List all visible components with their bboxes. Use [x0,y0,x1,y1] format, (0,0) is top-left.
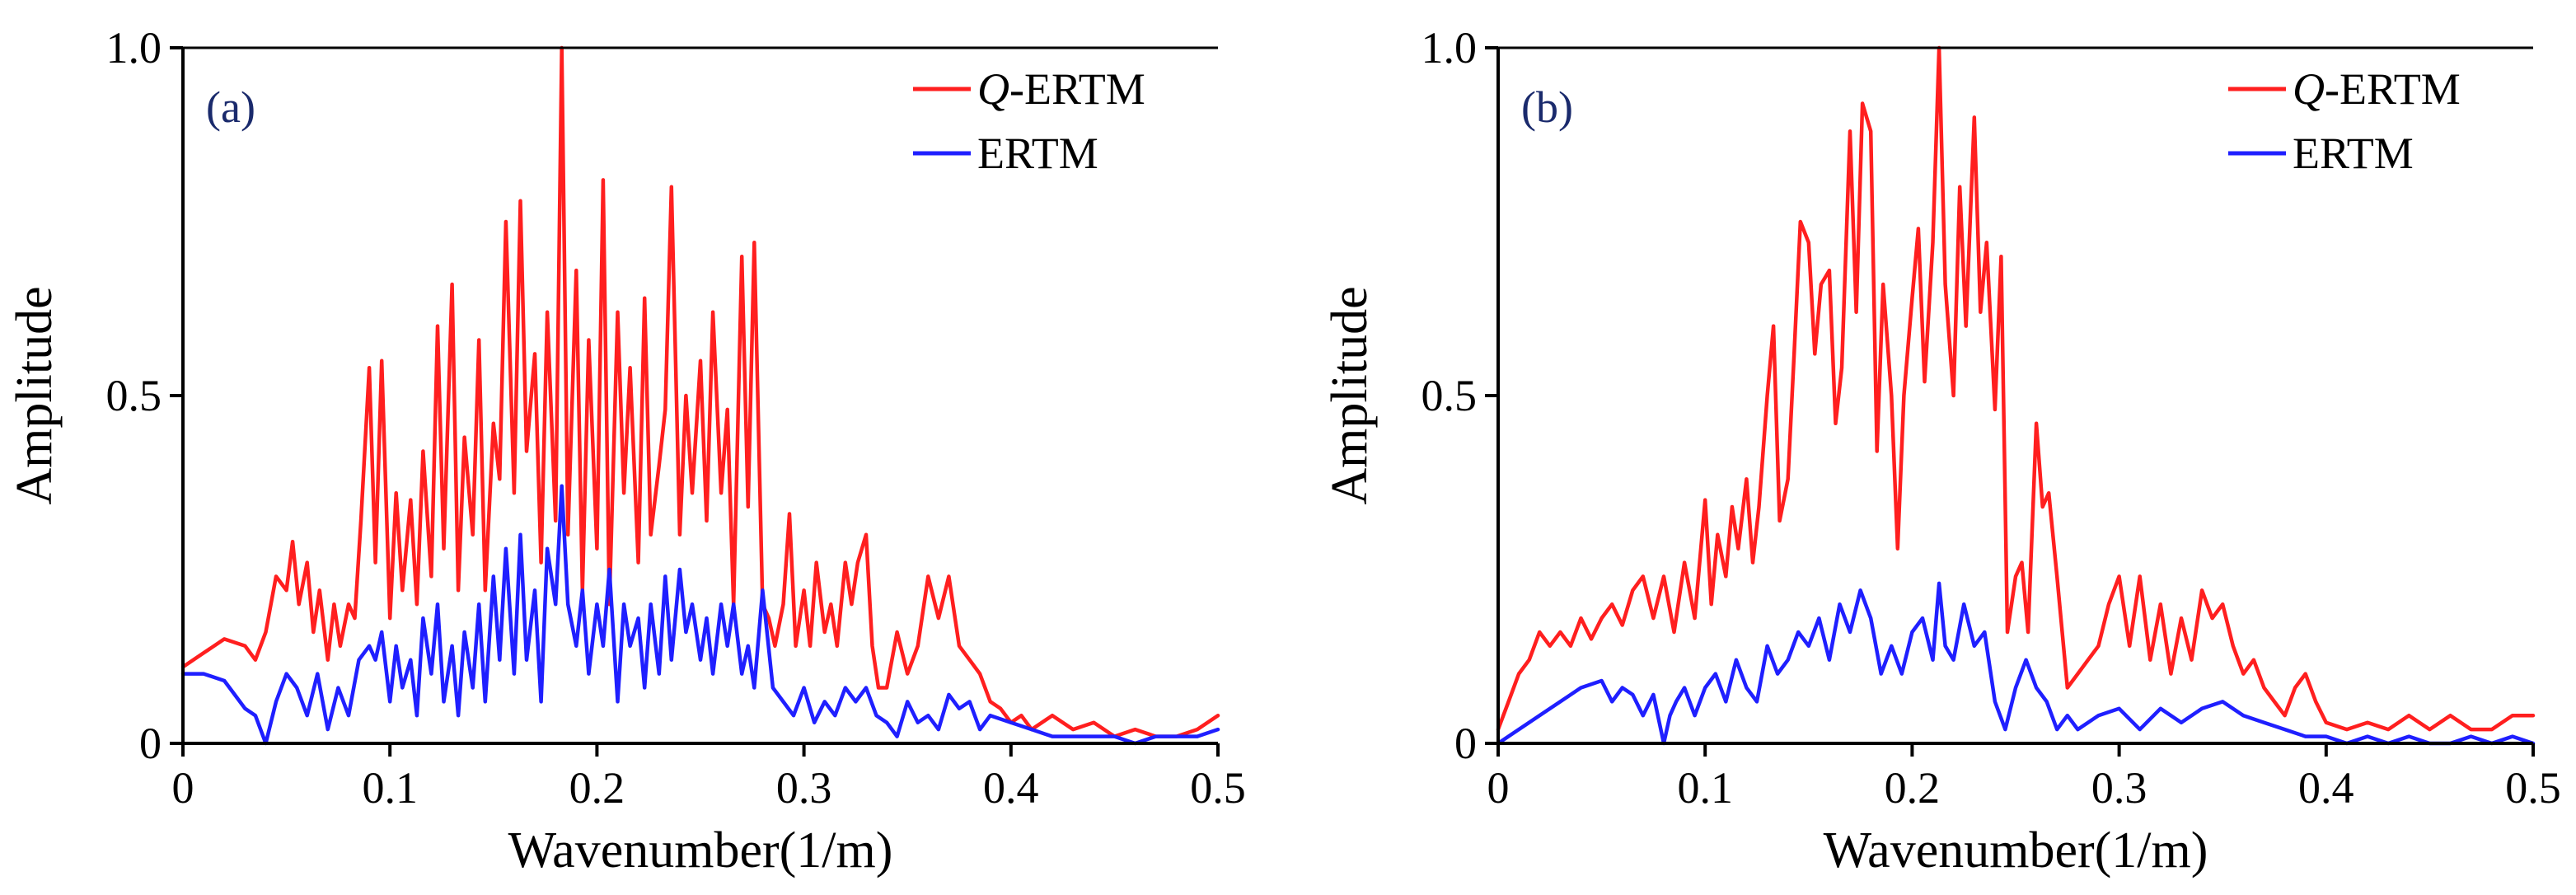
legend-label-italic: Q [977,64,1009,114]
x-tick-label: 0.2 [1885,763,1941,813]
x-axis-label: Wavenumber(1/m) [508,822,893,879]
legend-label: ERTM [2293,129,2414,178]
chart-panel-a: 0 0.1 0.2 0.3 0.4 0.5 0 0.5 1.0 Wavenumber(1/m) Am… [7,23,1246,879]
legend-entry: Q-ERTM [2228,64,2461,114]
x-tick-label: 0.1 [1677,763,1733,813]
legend-label-text: -ERTM [2325,64,2461,114]
x-tick-label: 0.4 [2298,763,2354,813]
x-tick-label: 0.1 [362,763,418,813]
y-tick-label: 1.0 [106,23,162,73]
y-tick-label: 0 [139,719,162,768]
series-line-q-ertm [1496,45,2536,732]
x-tick-label: 0.4 [983,763,1039,813]
y-axis-label: Amplitude [1322,286,1378,504]
legend-label: Q-ERTM [2293,64,2461,114]
x-tick-label: 0 [1487,763,1510,813]
legend-entry: ERTM [2228,129,2414,178]
x-tick-label: 0.5 [1190,763,1246,813]
x-tick-label: 0.3 [2091,763,2147,813]
x-tick-label: 0.3 [776,763,832,813]
legend-entry: ERTM [913,129,1098,178]
legend-label-text: ERTM [977,129,1098,178]
x-tick-label: 0.2 [569,763,625,813]
series-line-q-ertm [180,45,1220,738]
x-axis-label: Wavenumber(1/m) [1824,822,2208,879]
y-tick-label: 0.5 [106,371,162,420]
x-tick-label: 0.5 [2505,763,2561,813]
chart-panel-b: 0 0.1 0.2 0.3 0.4 0.5 0 0.5 1.0 Wavenumber(1/m) Am… [1322,23,2561,879]
y-tick-label: 0 [1454,719,1477,768]
series-line-ertm [180,484,1220,746]
x-tick-label: 0 [172,763,194,813]
y-axis-label: Amplitude [7,286,63,504]
legend-label: ERTM [977,129,1098,178]
y-tick-label: 0.5 [1421,371,1478,420]
legend-label-italic: Q [2293,64,2325,114]
legend-entry: Q-ERTM [913,64,1145,114]
y-tick-label: 1.0 [1421,23,1478,73]
legend-label-text: ERTM [2293,129,2414,178]
legend-label-text: -ERTM [1009,64,1145,114]
series-line-ertm [1496,581,2536,746]
legend-label: Q-ERTM [977,64,1145,114]
panel-label: (b) [1521,82,1573,132]
panel-label: (a) [206,82,255,132]
